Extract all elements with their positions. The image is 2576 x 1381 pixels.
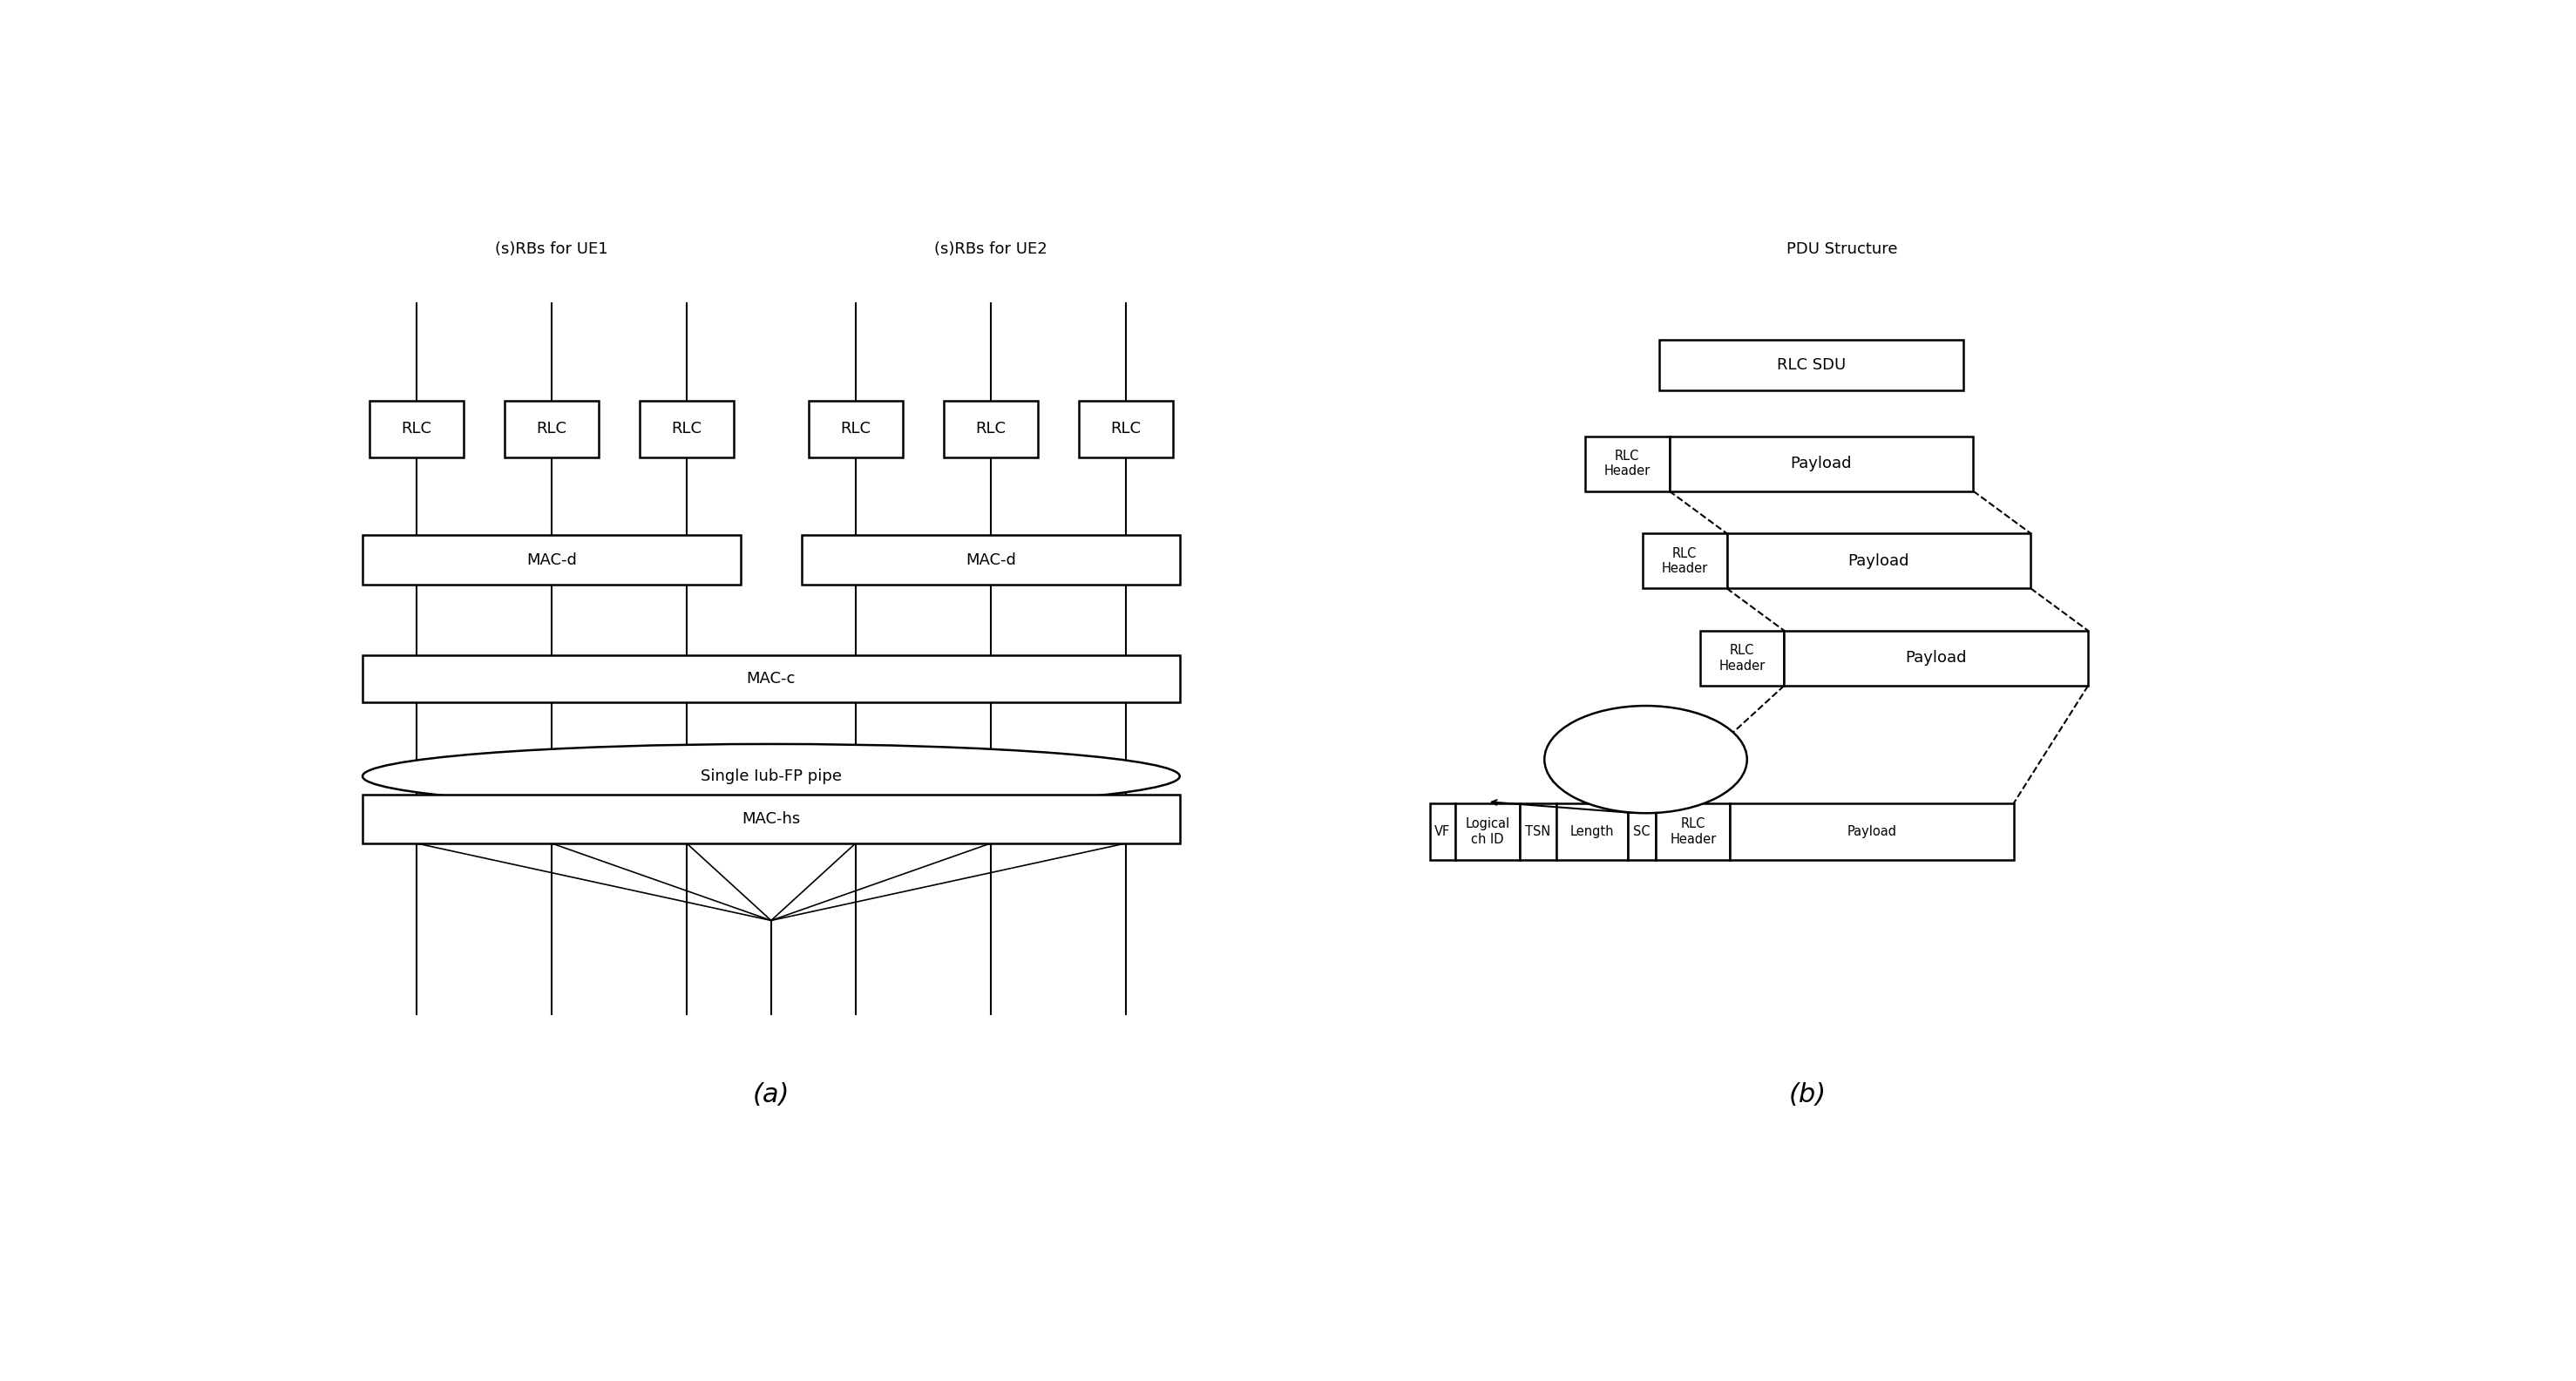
Bar bbox=[363, 534, 742, 586]
Text: (a): (a) bbox=[752, 1083, 791, 1108]
Text: RLC
Header: RLC Header bbox=[1669, 818, 1716, 845]
Text: VF: VF bbox=[1435, 824, 1450, 838]
Text: Logical
channel ID: Logical channel ID bbox=[1623, 747, 1682, 772]
Text: PDU Structure: PDU Structure bbox=[1785, 242, 1896, 257]
Bar bbox=[363, 795, 1180, 844]
Bar bbox=[809, 400, 902, 457]
Text: (b): (b) bbox=[1788, 1083, 1826, 1108]
Text: RLC: RLC bbox=[976, 421, 1005, 436]
Bar bbox=[1643, 533, 1726, 588]
Text: RLC: RLC bbox=[672, 421, 701, 436]
Bar bbox=[363, 656, 1180, 703]
Bar bbox=[1556, 804, 1628, 860]
Text: Payload: Payload bbox=[1847, 552, 1909, 569]
Bar bbox=[1455, 804, 1520, 860]
Bar bbox=[801, 534, 1180, 586]
Bar bbox=[1079, 400, 1172, 457]
Bar bbox=[1669, 436, 1973, 492]
Text: RLC: RLC bbox=[536, 421, 567, 436]
Bar bbox=[639, 400, 734, 457]
Text: RLC: RLC bbox=[840, 421, 871, 436]
Bar bbox=[1700, 631, 1785, 685]
Text: MAC-c: MAC-c bbox=[747, 671, 796, 686]
Bar bbox=[1553, 737, 1613, 782]
Text: SC: SC bbox=[1633, 824, 1651, 838]
Text: MAC-d: MAC-d bbox=[526, 552, 577, 568]
Bar bbox=[1628, 804, 1656, 860]
Bar bbox=[505, 400, 598, 457]
Bar bbox=[1656, 804, 1731, 860]
Text: RLC: RLC bbox=[402, 421, 433, 436]
Text: MAC-d: MAC-d bbox=[966, 552, 1015, 568]
Text: RLC: RLC bbox=[1110, 421, 1141, 436]
Bar bbox=[1430, 804, 1455, 860]
Bar bbox=[1613, 737, 1692, 782]
Text: TSN: TSN bbox=[1525, 824, 1551, 838]
Bar bbox=[1520, 804, 1556, 860]
Bar bbox=[1726, 533, 2030, 588]
Bar bbox=[943, 400, 1038, 457]
Text: Logical
ch ID: Logical ch ID bbox=[1466, 818, 1510, 845]
Text: RLC
Header: RLC Header bbox=[1605, 449, 1651, 478]
Text: Payload: Payload bbox=[1906, 650, 1968, 666]
Text: (s)RBs for UE2: (s)RBs for UE2 bbox=[935, 242, 1048, 257]
Text: MAC-hs: MAC-hs bbox=[742, 811, 801, 827]
Ellipse shape bbox=[363, 744, 1180, 808]
Bar bbox=[1785, 631, 2089, 685]
Text: Payload: Payload bbox=[1790, 456, 1852, 471]
Text: Single Iub-FP pipe: Single Iub-FP pipe bbox=[701, 768, 842, 784]
Text: (s)RBs for UE1: (s)RBs for UE1 bbox=[495, 242, 608, 257]
Text: RLC SDU: RLC SDU bbox=[1777, 358, 1847, 373]
Bar bbox=[1584, 436, 1669, 492]
Text: UE-id: UE-id bbox=[1566, 753, 1600, 766]
Text: Length: Length bbox=[1569, 824, 1615, 838]
Bar bbox=[368, 400, 464, 457]
Text: RLC
Header: RLC Header bbox=[1662, 547, 1708, 574]
Bar bbox=[1731, 804, 2014, 860]
Text: Payload: Payload bbox=[1847, 824, 1896, 838]
Ellipse shape bbox=[1546, 706, 1747, 813]
Bar bbox=[1659, 340, 1963, 391]
Text: RLC
Header: RLC Header bbox=[1718, 644, 1765, 673]
